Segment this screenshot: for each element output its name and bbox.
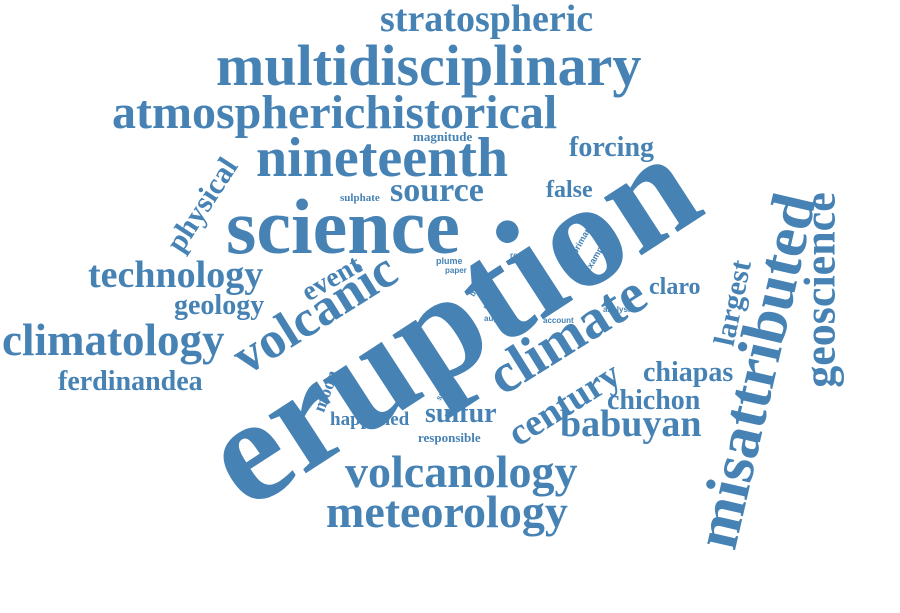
word-geoscience: geoscience xyxy=(795,192,845,388)
word-paper: paper xyxy=(445,266,467,275)
word-babuyan: babuyan xyxy=(560,403,702,445)
word-sun: sun xyxy=(521,262,534,269)
word-atmospherichistorical: atmospherichistorical xyxy=(112,86,558,139)
word-sulfur: sulfur xyxy=(425,398,497,429)
word-stratospheric: stratospheric xyxy=(380,0,594,40)
word-forcing: forcing xyxy=(569,132,655,163)
word-chiapas: chiapas xyxy=(643,357,734,388)
word-responsible: responsible xyxy=(418,430,481,445)
word-meteorology: meteorology xyxy=(326,486,568,537)
word-climatology: climatology xyxy=(2,315,225,365)
word-multidisciplinary: multidisciplinary xyxy=(216,33,642,98)
word-chichon: chichon xyxy=(607,385,701,416)
word-volcanology: volcanology xyxy=(345,446,578,497)
word-false: false xyxy=(546,177,593,203)
word-claro: claro xyxy=(649,274,701,300)
word-account: account xyxy=(543,316,574,325)
word-happened: happened xyxy=(330,409,410,430)
word-geology: geology xyxy=(174,290,265,321)
word-august: august xyxy=(484,314,511,323)
word-nineteenth: nineteenth xyxy=(256,127,508,189)
word-science: science xyxy=(226,183,460,270)
word-source: source xyxy=(390,172,484,209)
word-analysis: analysis xyxy=(603,305,635,314)
word-plume: plume xyxy=(436,256,463,266)
word-technology: technology xyxy=(88,254,264,296)
word-magnitude: magnitude xyxy=(413,129,473,144)
word-result: result xyxy=(510,251,532,260)
word-sulphate: sulphate xyxy=(340,192,380,204)
word-ferdinandea: ferdinandea xyxy=(58,366,203,397)
